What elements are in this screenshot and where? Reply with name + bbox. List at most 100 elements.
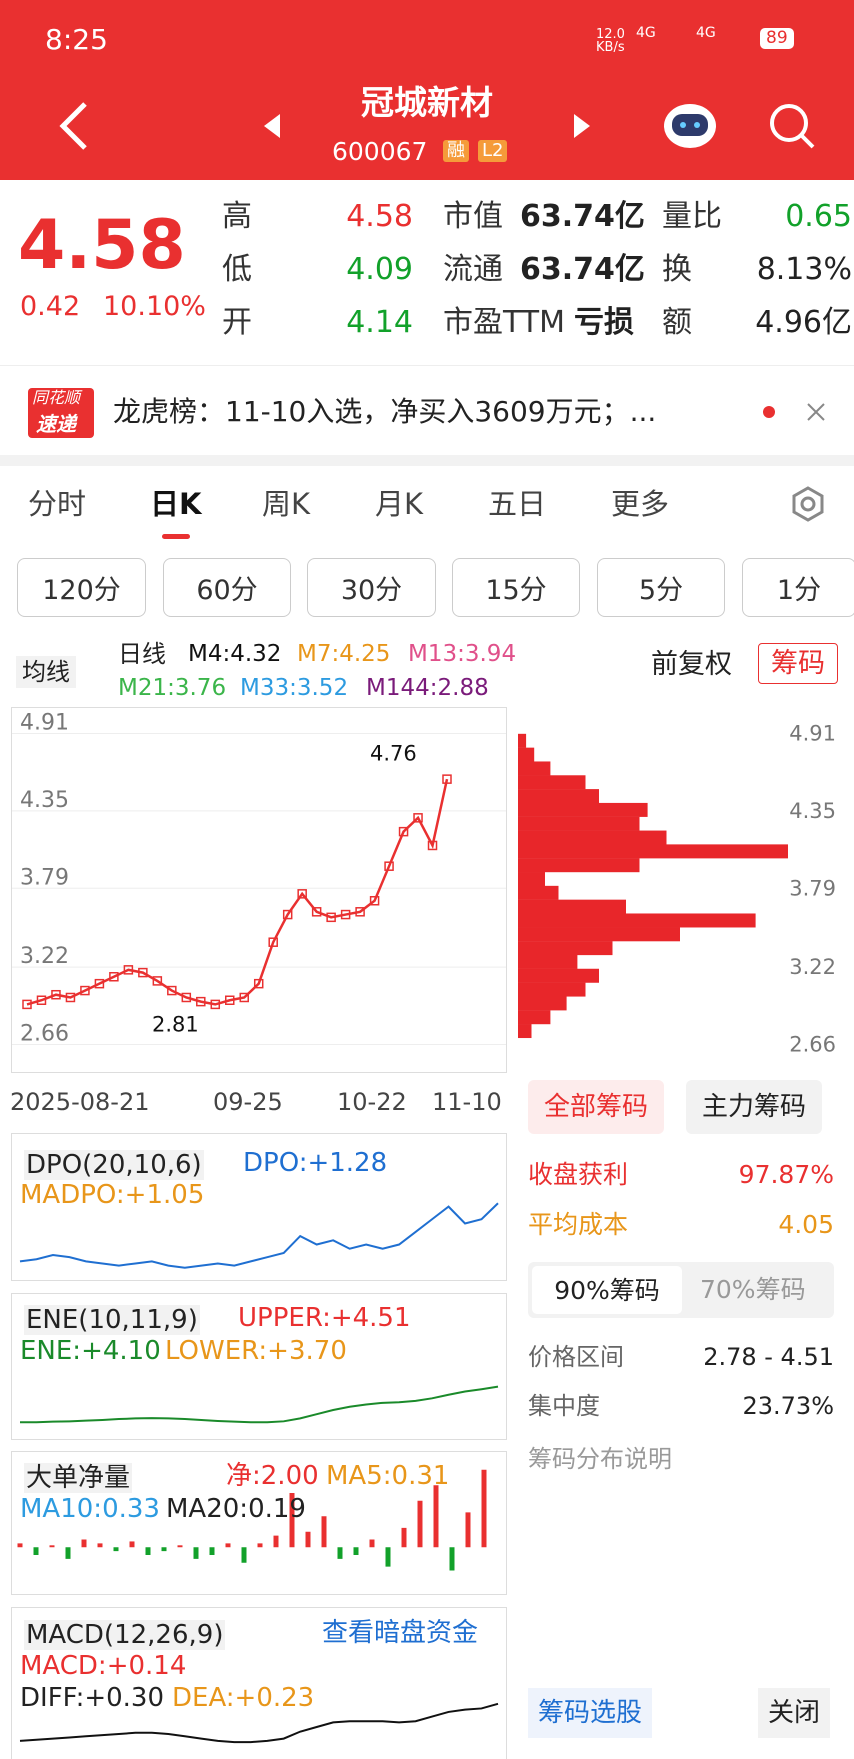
net-bar	[465, 1512, 471, 1548]
help-link[interactable]: 筹码分布说明	[528, 1445, 672, 1473]
robot-icon[interactable]	[662, 98, 718, 150]
indicator-value: LOWER:+3.70	[165, 1336, 347, 1366]
ma-value: M4:4.32	[188, 641, 282, 667]
candle	[268, 937, 278, 947]
net-bar	[273, 1535, 279, 1548]
quote-label: 低	[222, 252, 252, 287]
candle	[253, 978, 264, 989]
net-bar	[289, 1493, 295, 1548]
candle	[442, 774, 452, 784]
candle	[138, 967, 148, 978]
indicator-name[interactable]: 大单净量	[24, 1463, 133, 1493]
stat-label: 收盘获利	[528, 1160, 629, 1189]
pct-tab[interactable]: 90%筹码	[532, 1266, 682, 1314]
divider	[0, 365, 854, 366]
indicator-value: MA10:0.33	[20, 1494, 160, 1524]
y-tick-label: 2.66	[20, 1021, 69, 1046]
indicator-name[interactable]: DPO(20,10,6)	[24, 1150, 204, 1180]
chip-bar	[518, 816, 640, 831]
close-button[interactable]: 关闭	[758, 1688, 831, 1738]
period-button[interactable]: 60分	[163, 558, 291, 617]
chip-bar	[518, 913, 756, 928]
net-bar	[401, 1527, 407, 1548]
high-label: 4.76	[370, 741, 417, 765]
badge: L2	[478, 140, 508, 162]
period-button[interactable]: 1分	[742, 558, 854, 617]
close-icon[interactable]	[806, 402, 826, 422]
kline-chart[interactable]: 4.91 4.35 3.79 3.22 2.66 4.76 2.81	[11, 707, 507, 1073]
tab[interactable]: 日K	[150, 487, 202, 521]
candle	[340, 909, 351, 920]
candle	[22, 999, 32, 1010]
tab[interactable]: 月K	[375, 487, 424, 521]
tab[interactable]: 五日	[488, 487, 547, 521]
period-button[interactable]: 5分	[597, 558, 725, 617]
quote-label: 市值	[443, 199, 503, 234]
stat-label: 集中度	[528, 1392, 600, 1420]
candle	[413, 813, 423, 823]
net-bar	[241, 1547, 247, 1563]
header-bg	[0, 0, 854, 180]
prev-icon[interactable]	[262, 112, 282, 140]
y-tick-label: 4.91	[20, 711, 69, 736]
tab[interactable]: 更多	[611, 487, 670, 521]
next-icon[interactable]	[572, 112, 592, 140]
y-tick-label: 3.22	[20, 944, 69, 969]
news-logo-text: 同花顺	[32, 388, 81, 407]
chip-tab[interactable]: 主力筹码	[686, 1080, 823, 1134]
chip-button[interactable]: 筹码	[758, 643, 838, 684]
period-button[interactable]: 30分	[307, 558, 436, 617]
tab[interactable]: 分时	[28, 487, 87, 521]
x-tick-label: 2025-08-21	[10, 1088, 150, 1116]
link[interactable]: 查看暗盘资金	[322, 1618, 479, 1648]
chip-tab[interactable]: 全部筹码	[528, 1080, 665, 1134]
search-icon[interactable]	[768, 102, 816, 150]
net-bar	[385, 1547, 391, 1567]
indicator-line	[19, 1702, 499, 1744]
period-button[interactable]: 120分	[17, 558, 146, 617]
chip-bar	[518, 844, 788, 859]
y-tick-label: 4.35	[789, 799, 836, 823]
dpo-chart	[11, 1133, 507, 1281]
indicator-name[interactable]: ENE(10,11,9)	[24, 1305, 200, 1335]
adjust-mode[interactable]: 前复权	[651, 649, 732, 680]
period-button[interactable]: 15分	[452, 558, 580, 617]
chip-bar	[518, 733, 527, 748]
candle	[282, 909, 293, 920]
y-tick-label: 3.79	[20, 865, 69, 890]
chip-bar	[518, 954, 578, 969]
macd-chart	[11, 1607, 507, 1759]
ma-value: M144:2.88	[366, 675, 489, 701]
ma-selector[interactable]: 均线	[16, 656, 76, 688]
battery: 89	[760, 28, 794, 49]
indicator-name[interactable]: MACD(12,26,9)	[24, 1620, 226, 1650]
back-icon[interactable]	[55, 100, 95, 156]
net-bar	[417, 1500, 423, 1548]
settings-icon[interactable]	[790, 486, 826, 522]
quote-value: 63.74亿	[520, 252, 645, 287]
net-bar	[433, 1485, 439, 1548]
badge: 融	[443, 140, 469, 162]
chip-bar	[518, 1010, 551, 1025]
chip-select-button[interactable]: 筹码选股	[528, 1688, 653, 1738]
pct-tab[interactable]: 70%筹码	[700, 1275, 806, 1304]
quote-value: 8.13%	[756, 252, 852, 287]
candle	[51, 989, 61, 1000]
quote-label: 流通	[443, 252, 503, 287]
chip-bar	[518, 982, 586, 997]
indicator-value: MACD:+0.14	[20, 1651, 187, 1681]
chip-bar	[518, 996, 567, 1011]
candle	[181, 992, 192, 1003]
indicator-value: ENE:+4.10	[20, 1336, 161, 1366]
news-text[interactable]: 龙虎榜：11-10入选，净买入3609万元；...	[113, 395, 657, 428]
close-line	[26, 778, 449, 1006]
candle	[196, 996, 206, 1007]
chip-bar	[518, 775, 586, 790]
candle	[239, 992, 249, 1003]
status-time: 8:25	[45, 23, 108, 56]
net-bar	[65, 1547, 71, 1559]
chip-bar	[518, 761, 551, 776]
candle	[109, 972, 119, 982]
tab[interactable]: 周K	[262, 487, 311, 521]
news-logo	[28, 388, 94, 438]
